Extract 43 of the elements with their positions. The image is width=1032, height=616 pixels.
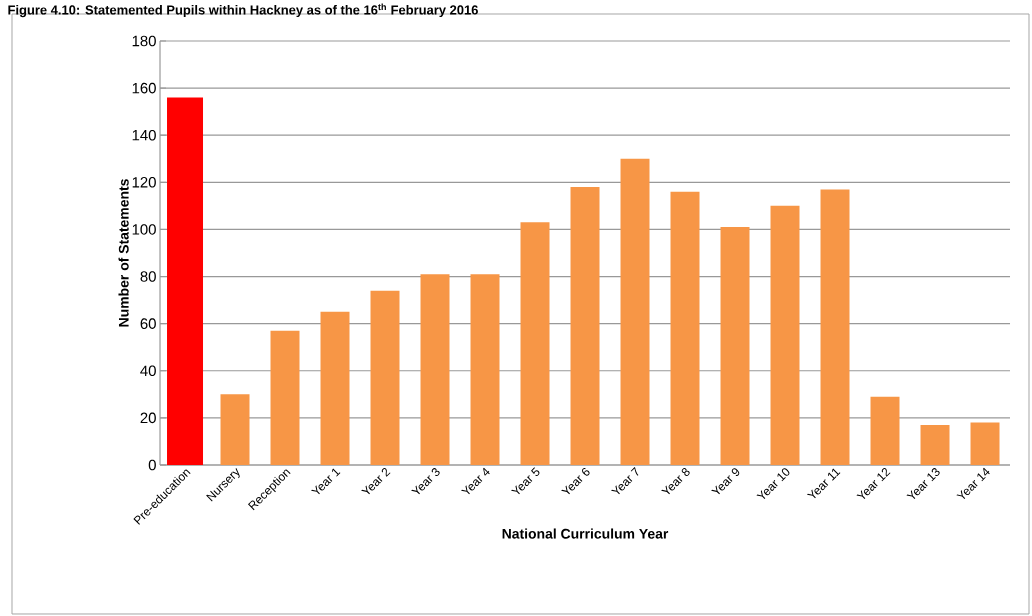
x-tick-label: Year 5	[511, 467, 540, 495]
bar	[470, 274, 500, 465]
x-tick-label: Year 14	[956, 467, 990, 499]
bar	[670, 191, 700, 465]
x-tick-label: Year 7	[611, 467, 639, 495]
y-axis-title: Number of Statements	[118, 179, 129, 327]
bar	[720, 227, 750, 465]
y-tick-label: 20	[140, 412, 156, 424]
x-tick-label: Year 11	[807, 468, 841, 499]
x-tick-label: Year 3	[411, 468, 440, 495]
x-tick-label: Year 1	[311, 468, 341, 495]
x-tick-label: Year 8	[661, 468, 690, 495]
bar	[870, 396, 900, 465]
bar	[220, 394, 250, 465]
y-tick-label: 0	[148, 459, 156, 471]
bar	[570, 187, 600, 465]
y-tick-label: 160	[132, 82, 156, 94]
bar	[420, 274, 450, 465]
bar	[320, 311, 350, 465]
chart-title: Figure 4.10: Statemented Pupils within Hackney as of the 16$^{th}$ February 2016	[8, 3, 478, 18]
x-tick-label: Year 13	[906, 468, 940, 499]
x-tick-label: Year 10	[756, 468, 790, 499]
y-tick-label: 60	[140, 318, 156, 329]
bar	[620, 158, 650, 465]
x-tick-label: Year 6	[561, 468, 590, 495]
bar	[520, 222, 550, 465]
y-tick-label: 40	[140, 365, 156, 377]
y-tick-label: 180	[132, 35, 156, 47]
x-tick-label: Year 4	[461, 467, 490, 495]
y-tick-label: 120	[132, 177, 156, 188]
bar	[770, 205, 800, 465]
x-tick-label: Year 9	[711, 468, 740, 495]
bar	[820, 189, 850, 465]
bar	[370, 290, 400, 465]
x-tick-label: Year 12	[856, 468, 891, 499]
x-axis-title: National Curriculum Year	[502, 528, 669, 539]
x-tick-label: Year 2	[361, 468, 391, 495]
bar	[270, 330, 300, 465]
bar	[970, 422, 1000, 465]
y-tick-label: 100	[132, 224, 156, 235]
y-tick-label: 140	[132, 129, 156, 141]
y-tick-label: 80	[140, 271, 156, 282]
bar	[920, 424, 950, 465]
